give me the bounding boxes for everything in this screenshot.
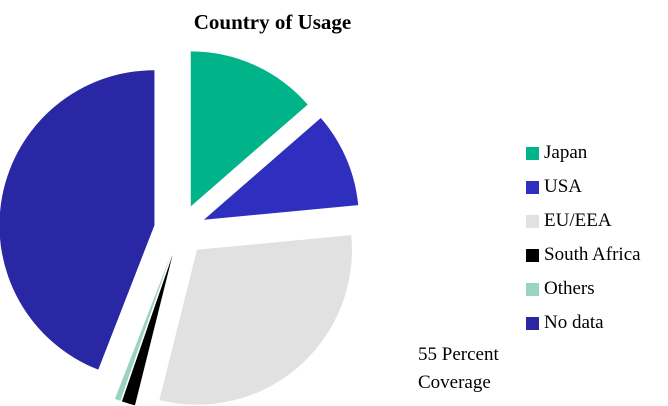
legend-swatch-usa bbox=[526, 180, 539, 194]
pie-slice-others bbox=[114, 254, 172, 401]
coverage-annotation-line-1: 55 Percent bbox=[418, 344, 499, 365]
legend-label-japan: Japan bbox=[544, 142, 588, 163]
legend-swatch-south-africa bbox=[526, 248, 539, 262]
legend-label-south-africa: South Africa bbox=[544, 244, 641, 265]
legend-label-no-data: No data bbox=[544, 312, 604, 333]
pie-slice-usa bbox=[203, 117, 359, 220]
legend-swatch-others bbox=[526, 282, 539, 296]
legend-item-no-data: No data bbox=[526, 306, 641, 340]
pie-slice-eu-eea bbox=[159, 235, 352, 405]
chart-title: Country of Usage bbox=[193, 10, 352, 34]
coverage-annotation-line-2: Coverage bbox=[418, 372, 491, 393]
legend-label-usa: USA bbox=[544, 176, 583, 197]
legend-swatch-no-data bbox=[526, 316, 539, 330]
legend: Japan USA EU/EEA South Africa Others No data bbox=[526, 136, 641, 340]
legend-item-usa: USA bbox=[526, 170, 641, 204]
coverage-annotation: 55 Percent Coverage bbox=[418, 341, 499, 397]
legend-item-eu-eea: EU/EEA bbox=[526, 204, 641, 238]
legend-item-japan: Japan bbox=[526, 136, 641, 170]
legend-label-eu-eea: EU/EEA bbox=[544, 210, 612, 231]
legend-swatch-japan bbox=[526, 146, 539, 160]
pie-slice-no-data bbox=[0, 70, 155, 370]
legend-swatch-eu-eea bbox=[526, 214, 539, 228]
pie-slice-japan bbox=[190, 51, 308, 207]
legend-item-others: Others bbox=[526, 272, 641, 306]
legend-label-others: Others bbox=[544, 278, 595, 299]
pie-slice-south-africa bbox=[121, 254, 173, 406]
legend-item-south-africa: South Africa bbox=[526, 238, 641, 272]
